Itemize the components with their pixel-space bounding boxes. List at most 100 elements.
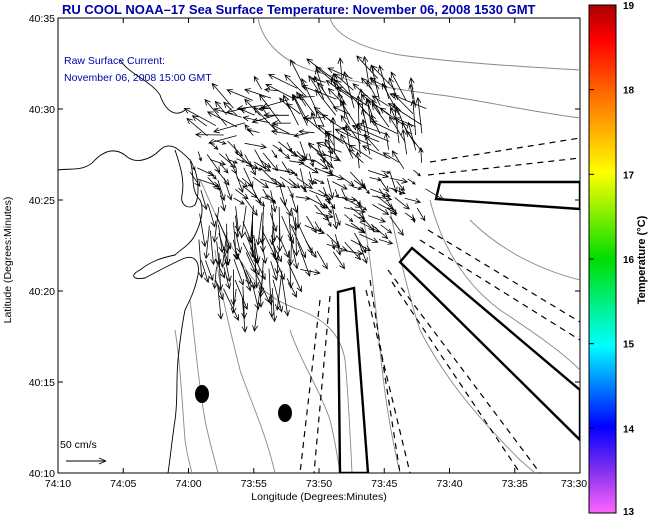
current-vector — [325, 171, 345, 180]
current-vector — [298, 93, 316, 116]
current-vector — [336, 86, 370, 107]
current-vector — [270, 261, 278, 282]
current-vector — [404, 197, 422, 204]
current-vector — [208, 171, 217, 180]
current-vector — [249, 226, 256, 258]
current-vector — [299, 141, 308, 161]
current-vector — [226, 89, 253, 101]
current-vector — [199, 213, 208, 248]
current-vector — [183, 108, 217, 127]
current-vector — [344, 241, 362, 261]
current-vector — [223, 266, 231, 290]
current-vector — [297, 242, 311, 277]
current-vector — [335, 234, 342, 256]
current-vector — [332, 251, 346, 270]
current-vector — [227, 159, 239, 164]
current-vector — [306, 215, 317, 234]
current-vector — [337, 57, 344, 81]
current-vector — [217, 284, 224, 320]
current-vector — [217, 252, 224, 291]
current-vector — [380, 224, 393, 234]
current-vector — [355, 151, 361, 169]
current-vector — [326, 162, 333, 175]
current-vector — [296, 177, 313, 189]
current-vector — [268, 294, 275, 318]
current-vector — [382, 152, 400, 163]
current-vector — [358, 240, 368, 265]
current-vector — [212, 266, 218, 290]
current-vector — [398, 186, 402, 196]
current-vector — [326, 197, 336, 210]
current-vector — [306, 158, 316, 163]
current-vector — [241, 262, 252, 292]
current-vector — [406, 121, 417, 151]
current-vector — [255, 212, 263, 246]
current-vector — [278, 149, 291, 160]
current-vector — [189, 171, 201, 188]
current-vector — [299, 168, 307, 191]
current-vector — [367, 170, 390, 179]
current-vector — [223, 177, 233, 201]
current-vector — [241, 298, 248, 333]
colorbar-tick-label: 16 — [623, 255, 635, 266]
current-vector — [289, 233, 299, 270]
y-axis: 40:35 40:30 40:25 40:20 40:15 40:10 — [29, 13, 580, 480]
current-vector — [323, 141, 334, 155]
current-vector — [219, 187, 227, 212]
current-vector — [341, 126, 380, 143]
current-vector — [378, 188, 386, 199]
current-vector — [389, 216, 404, 236]
current-vector — [246, 128, 260, 133]
current-vector — [381, 170, 391, 174]
current-vector — [332, 181, 348, 190]
current-vector — [386, 199, 397, 217]
current-vector — [325, 79, 354, 100]
current-vector — [360, 77, 372, 90]
current-vector — [213, 122, 246, 134]
current-vector — [288, 242, 294, 266]
current-vector — [263, 112, 290, 119]
current-vector — [198, 239, 205, 279]
current-vector — [223, 252, 232, 283]
y-tick-label: 40:35 — [29, 13, 55, 25]
current-vector — [316, 110, 325, 127]
current-vector — [261, 241, 268, 265]
current-vector — [213, 107, 242, 118]
shipping-lanes — [299, 137, 580, 473]
lane-box-east — [434, 180, 580, 211]
current-vector — [344, 207, 366, 214]
current-vector — [390, 71, 407, 101]
current-vector — [274, 270, 283, 311]
current-vector — [253, 161, 272, 172]
current-vector — [356, 123, 388, 136]
current-vector — [215, 241, 222, 266]
x-tick-label: 73:55 — [241, 478, 267, 490]
current-vector — [252, 167, 263, 171]
scale-arrow — [66, 457, 107, 465]
y-tick-label: 40:25 — [29, 195, 55, 207]
current-vector — [244, 88, 272, 99]
colorbar-ticks: 19 18 17 16 15 14 13 — [589, 1, 635, 518]
station-marker — [195, 385, 209, 403]
current-vector — [252, 176, 269, 189]
current-vector — [241, 286, 248, 320]
current-vector — [300, 269, 321, 276]
current-vector — [370, 223, 389, 240]
y-tick-label: 40:15 — [29, 377, 55, 389]
current-vector — [281, 161, 290, 174]
lane-box-southeast — [398, 246, 580, 442]
current-vector — [267, 74, 298, 89]
current-vector — [270, 129, 298, 136]
current-vector — [306, 58, 337, 82]
scale-label: 50 cm/s — [60, 439, 97, 451]
colorbar-tick-label: 19 — [623, 1, 635, 12]
current-vector — [288, 178, 301, 189]
current-vector — [394, 197, 410, 210]
current-vector — [324, 153, 341, 162]
current-vector — [415, 96, 423, 134]
current-vector — [325, 215, 332, 228]
colorbar-tick-label: 13 — [623, 507, 635, 518]
current-vector — [333, 73, 354, 91]
current-vector — [262, 188, 269, 199]
current-vector — [391, 150, 405, 170]
